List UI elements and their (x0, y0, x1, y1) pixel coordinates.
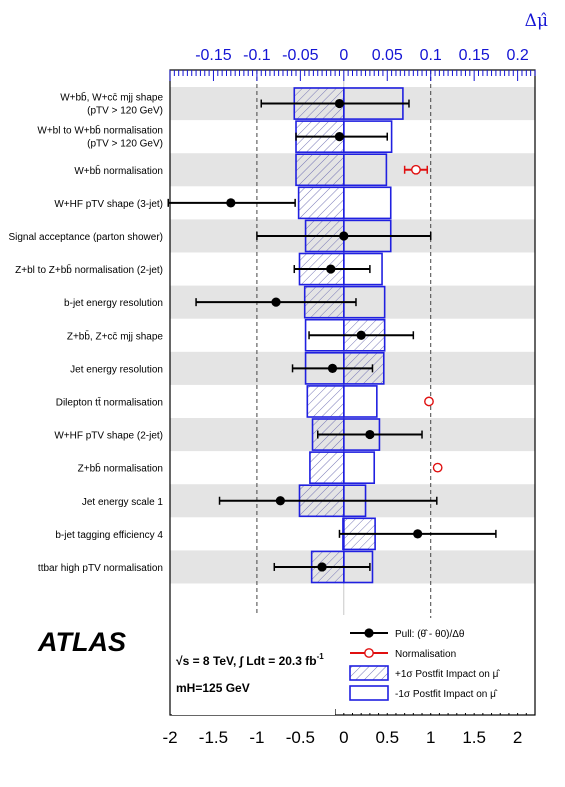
row-label: ttbar high pTV normalisation (38, 563, 163, 574)
pull-marker (365, 429, 375, 440)
pull-marker (334, 132, 345, 142)
row-label: Jet energy resolution (70, 364, 163, 375)
impact-plus-box (306, 385, 345, 418)
top-tick-label: 0 (339, 47, 348, 64)
row-label-sub: (pTV > 120 GeV) (87, 139, 163, 150)
top-tick-label: -0.15 (195, 47, 232, 64)
impact-minus-box (343, 385, 378, 418)
impact-minus-box (343, 451, 376, 485)
legend-pull-marker (364, 628, 374, 638)
row-label: Z+bb̄ normalisation (78, 462, 163, 475)
legend-label: -1σ Postfit Impact on μ̂ (395, 688, 498, 700)
row-label: W+bl to W+bb̄ normalisation (37, 124, 163, 137)
top-tick-label: 0.15 (459, 47, 490, 64)
legend-minus-box (349, 685, 389, 701)
annotation-box: √s = 8 TeV, ∫ Ldt = 20.3 fb-1 mH=125 GeV (172, 615, 335, 715)
impact-minus-box (343, 153, 388, 187)
top-axis: -0.15 -0.1 -0.05 0 0.05 0.1 0.15 0.2 Δμ̂ (169, 11, 548, 81)
bottom-tick-label: 1 (426, 728, 435, 747)
pull-marker (326, 264, 336, 274)
pull-marker (317, 562, 327, 572)
bottom-tick-label: -0.5 (286, 728, 315, 747)
row-label: W+HF pTV shape (2-jet) (54, 431, 163, 442)
row-label: W+bb̄ normalisation (74, 164, 163, 177)
bottom-tick-label: -1.5 (199, 728, 228, 747)
pull-marker (271, 297, 281, 307)
norm-marker (424, 396, 434, 407)
row-label-sub: (pTV > 120 GeV) (87, 106, 163, 117)
pull-marker (275, 496, 285, 506)
top-tick-label: -0.1 (243, 47, 271, 64)
top-axis-label: Δμ̂ (525, 11, 548, 31)
pull-markers (167, 98, 497, 572)
row-label: Jet energy scale 1 (82, 497, 164, 508)
impact-plus-box (309, 451, 345, 485)
row-label: Z+bb̄, Z+cc̄ mjj shape (67, 330, 164, 343)
legend: Pull: (θ̂ - θ0)/Δθ Normalisation +1σ Postf… (340, 618, 530, 713)
legend-label: Normalisation (395, 649, 456, 660)
impact-plus-box (297, 186, 345, 220)
norm-marker (411, 164, 421, 175)
bottom-axis: -2 -1.5 -1 -0.5 0 0.5 1 1.5 2 (162, 703, 536, 747)
pull-marker (334, 98, 345, 109)
bottom-tick-label: -1 (249, 728, 264, 747)
impact-minus-box (343, 186, 392, 220)
row-label: b-jet tagging efficiency 4 (55, 530, 163, 541)
pull-marker (226, 198, 236, 208)
row-band (170, 153, 535, 187)
top-tick-label: -0.05 (282, 47, 319, 64)
impact-plus-box (295, 153, 345, 187)
row-label: Z+bl to Z+bb̄ normalisation (2-jet) (15, 264, 163, 277)
row-label: Signal acceptance (parton shower) (8, 232, 163, 243)
legend-label: +1σ Postfit Impact on μ̂ (395, 668, 500, 680)
top-tick-label: 0.2 (506, 47, 528, 64)
row-label: W+bb̄, W+cc̄ mjj shape (60, 91, 163, 104)
pull-marker (327, 363, 338, 373)
annotation-bg (172, 615, 335, 715)
pull-marker (339, 231, 349, 241)
legend-plus-box (349, 665, 389, 681)
pull-marker (356, 330, 366, 340)
row-labels: W+bb̄, W+cc̄ mjj shape (pTV > 120 GeV) W+b… (8, 91, 163, 574)
legend-norm-marker (364, 648, 374, 658)
top-tick-label: 0.05 (372, 47, 403, 64)
row-label: Dilepton tt̄ normalisation (56, 396, 163, 408)
bottom-tick-label: 2 (513, 728, 522, 747)
legend-label: Pull: (θ̂ - θ0)/Δθ (395, 628, 465, 640)
top-tick-label: 0.1 (420, 47, 442, 64)
pull-marker (413, 529, 423, 539)
bottom-tick-label: 0.5 (375, 728, 399, 747)
bottom-tick-label: 1.5 (462, 728, 486, 747)
row-label: b-jet energy resolution (64, 298, 163, 309)
bottom-tick-label: 0 (339, 728, 348, 747)
bottom-tick-label: -2 (162, 728, 177, 747)
energy-annotation: √s = 8 TeV, ∫ Ldt = 20.3 fb-1 (176, 652, 324, 668)
experiment-label: ATLAS (37, 627, 126, 657)
norm-marker (432, 462, 443, 473)
row-label: W+HF pTV shape (3-jet) (54, 199, 163, 210)
mass-annotation: mH=125 GeV (176, 681, 250, 695)
